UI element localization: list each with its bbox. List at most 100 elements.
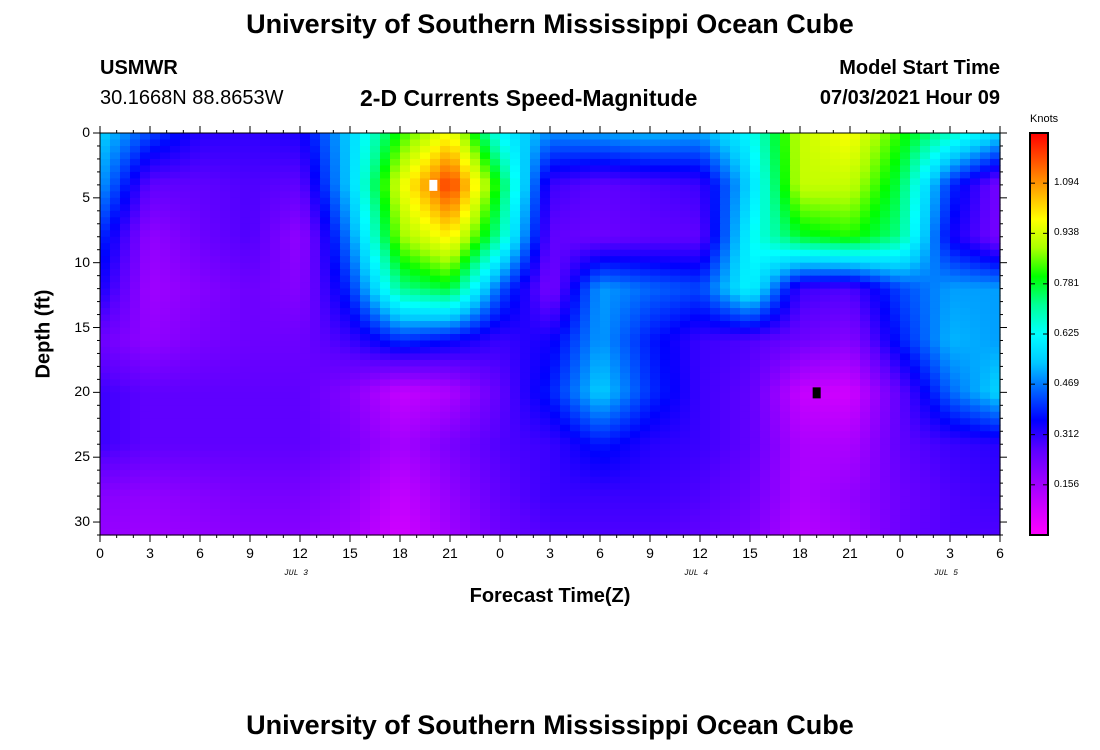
heatmap-cell — [360, 249, 371, 257]
heatmap-cell — [850, 392, 861, 400]
heatmap-cell — [160, 217, 171, 225]
heatmap-cell — [710, 282, 721, 290]
heatmap-cell — [960, 353, 971, 361]
heatmap-cell — [540, 301, 551, 309]
heatmap-cell — [130, 230, 141, 238]
heatmap-cell — [780, 470, 791, 478]
heatmap-cell — [720, 262, 731, 270]
heatmap-cell — [160, 236, 171, 244]
heatmap-cell — [750, 165, 761, 173]
heatmap-cell — [530, 184, 541, 192]
heatmap-cell — [320, 269, 331, 277]
heatmap-cell — [360, 165, 371, 173]
heatmap-cell — [460, 450, 471, 458]
heatmap-cell — [570, 282, 581, 290]
heatmap-cell — [630, 230, 641, 238]
heatmap-cell — [270, 340, 281, 348]
heatmap-cell — [390, 483, 401, 491]
heatmap-cell — [560, 152, 571, 160]
heatmap-cell — [380, 171, 391, 179]
heatmap-cell — [330, 321, 341, 329]
heatmap-cell — [430, 204, 441, 212]
heatmap-cell — [180, 314, 191, 322]
heatmap-cell — [880, 165, 891, 173]
heatmap-cell — [640, 152, 651, 160]
heatmap-cell — [480, 476, 491, 484]
heatmap-cell — [470, 379, 481, 387]
heatmap-cell — [460, 249, 471, 257]
heatmap-cell — [510, 165, 521, 173]
heatmap-cell — [270, 191, 281, 199]
heatmap-cell — [900, 463, 911, 471]
heatmap-cell — [220, 327, 231, 335]
heatmap-cell — [730, 398, 741, 406]
heatmap-cell — [460, 437, 471, 445]
heatmap-cell — [760, 295, 771, 303]
heatmap-cell — [910, 236, 921, 244]
heatmap-cell — [830, 243, 841, 251]
heatmap-cell — [910, 372, 921, 380]
heatmap-cell — [120, 288, 131, 296]
heatmap-cell — [710, 314, 721, 322]
heatmap-cell — [420, 321, 431, 329]
heatmap-cell — [290, 139, 301, 147]
heatmap-cell — [500, 327, 511, 335]
heatmap-cell — [790, 366, 801, 374]
heatmap-cell — [110, 178, 121, 186]
heatmap-cell — [850, 269, 861, 277]
heatmap-cell — [470, 385, 481, 393]
heatmap-cell — [290, 457, 301, 465]
heatmap-cell — [160, 431, 171, 439]
heatmap-cell — [620, 424, 631, 432]
heatmap-cell — [440, 204, 451, 212]
heatmap-cell — [150, 308, 161, 316]
heatmap-cell — [610, 204, 621, 212]
heatmap-cell — [150, 301, 161, 309]
heatmap-cell — [790, 236, 801, 244]
heatmap-cell — [930, 145, 941, 154]
heatmap-cell — [950, 327, 961, 335]
heatmap-cell — [530, 210, 541, 218]
heatmap-cell — [180, 483, 191, 491]
heatmap-cell — [420, 424, 431, 432]
heatmap-cell — [850, 457, 861, 465]
heatmap-cell — [690, 398, 701, 406]
heatmap-cell — [240, 457, 251, 465]
heatmap-cell — [270, 184, 281, 192]
heatmap-cell — [430, 197, 441, 205]
heatmap-cell — [630, 165, 641, 173]
heatmap-cell — [420, 489, 431, 497]
heatmap-cell — [370, 359, 381, 368]
heatmap-cell — [260, 197, 271, 205]
heatmap-cell — [640, 411, 651, 419]
heatmap-cell — [110, 444, 121, 452]
heatmap-cell — [770, 282, 781, 290]
heatmap-cell — [700, 139, 711, 147]
heatmap-cell — [590, 191, 601, 199]
heatmap-cell — [780, 230, 791, 238]
heatmap-cell — [160, 204, 171, 212]
heatmap-cell — [320, 411, 331, 419]
heatmap-cell — [470, 366, 481, 374]
heatmap-cell — [520, 334, 531, 342]
heatmap-cell — [310, 217, 321, 225]
heatmap-cell — [780, 249, 791, 257]
heatmap-cell — [270, 470, 281, 478]
heatmap-cell — [960, 295, 971, 303]
heatmap-cell — [930, 139, 941, 147]
heatmap-cell — [650, 204, 661, 212]
heatmap-cell — [140, 359, 151, 368]
heatmap-cell — [530, 204, 541, 212]
heatmap-cell — [350, 308, 361, 316]
heatmap-cell — [130, 470, 141, 478]
heatmap-cell — [270, 463, 281, 471]
heatmap-cell — [190, 145, 201, 154]
heatmap-cell — [210, 334, 221, 342]
heatmap-cell — [110, 359, 121, 368]
heatmap-cell — [110, 385, 121, 393]
heatmap-cell — [500, 379, 511, 387]
heatmap-cell — [770, 295, 781, 303]
heatmap-cell — [810, 314, 821, 322]
heatmap-cell — [620, 152, 631, 160]
heatmap-cell — [790, 184, 801, 192]
